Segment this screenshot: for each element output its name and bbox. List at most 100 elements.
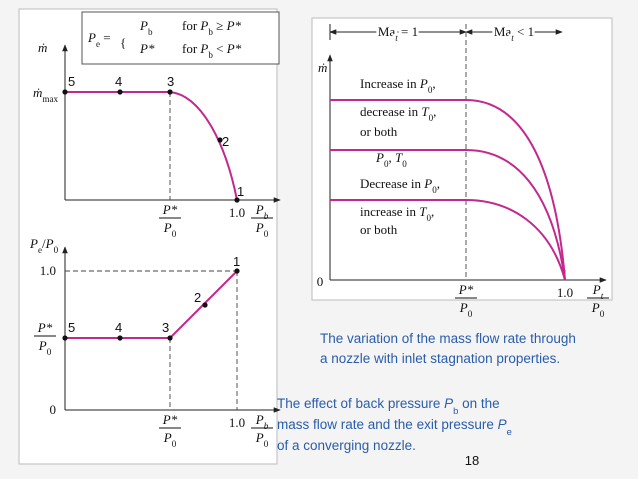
x-critical-label-denominator: P0 [163, 430, 177, 449]
text-segment: for [182, 18, 200, 33]
caption: The effect of back pressure Pb on the [277, 396, 500, 417]
text-segment: P [419, 76, 428, 91]
y-critical-label-numerator: P* [37, 320, 53, 335]
x-axis-label-denominator: P0 [255, 430, 269, 449]
text-segment: P [255, 430, 264, 445]
text-segment: 0 [47, 347, 52, 357]
state-point [217, 137, 223, 143]
curve-label: increase in T0, [360, 204, 434, 223]
text-segment: P [592, 282, 601, 297]
mass-flow-curve [65, 91, 238, 201]
text-segment: < [213, 41, 227, 56]
text-segment: 0 [54, 245, 59, 255]
point-label: 3 [162, 320, 169, 335]
text-segment: P [255, 220, 264, 235]
text-segment: P* [139, 41, 155, 56]
text-segment: increase in [360, 204, 419, 219]
text-segment: P [423, 176, 432, 191]
text-segment: decrease in [360, 104, 421, 119]
left-panel [18, 8, 278, 465]
point-label: 4 [115, 320, 122, 335]
text-segment: ṁ [33, 85, 42, 100]
text-segment: P [45, 236, 54, 251]
text-segment: 0 [172, 229, 177, 239]
text-segment: P* [458, 282, 474, 297]
text-segment: ≥ [213, 18, 227, 33]
curve-label: decrease in T0, [360, 104, 436, 123]
text-segment: / [42, 236, 46, 251]
y-zero-label: 0 [50, 402, 57, 417]
text-segment: 0 [426, 213, 431, 223]
text-segment: P [255, 412, 264, 427]
curve-label: Decrease in P0, [360, 176, 440, 195]
text-segment: The effect of back pressure [277, 396, 444, 411]
formula-box [81, 11, 280, 65]
text-segment: t [601, 291, 604, 301]
x-axis-label-numerator: Pt [592, 282, 604, 301]
state-point [117, 335, 123, 341]
text-segment: P* [37, 320, 53, 335]
curve-label: P0, T0 [375, 150, 407, 169]
text-segment: mass flow rate and the exit pressure [277, 417, 498, 432]
region-label: Mat < 1 [494, 24, 534, 43]
text-segment: P [199, 41, 208, 56]
state-point [234, 197, 240, 203]
text-segment: P [591, 300, 600, 315]
state-point [62, 89, 68, 95]
brace: { [120, 35, 126, 50]
state-point [202, 302, 208, 308]
text-segment: P [498, 417, 507, 432]
text-segment: on the [458, 396, 499, 411]
text-segment: P* [226, 41, 242, 56]
text-segment: = [100, 30, 111, 45]
caption: The variation of the mass flow rate thro… [320, 331, 576, 346]
caption: of a converging nozzle. [277, 438, 416, 453]
text-segment: b [453, 406, 458, 417]
text-segment: P [255, 202, 264, 217]
text-segment: T [419, 204, 427, 219]
x-critical-label-numerator: P* [162, 412, 178, 427]
caption: mass flow rate and the exit pressure Pe [277, 417, 512, 438]
point-label: 2 [222, 134, 229, 149]
point-label: 5 [68, 74, 75, 89]
text-segment: 0 [600, 309, 605, 319]
text-segment: for [182, 41, 200, 56]
point-label: 3 [167, 74, 174, 89]
flow-curve [330, 149, 566, 281]
text-segment: Decrease in [360, 176, 424, 191]
x-critical-label-numerator: P* [458, 282, 474, 297]
text-segment: , [433, 104, 436, 119]
point-label: 1 [233, 254, 240, 269]
text-segment: b [208, 27, 213, 37]
text-segment: , [431, 204, 434, 219]
text-segment: P* [162, 202, 178, 217]
x-critical-label-denominator: P0 [459, 300, 473, 319]
point-label: 2 [194, 290, 201, 305]
curve-label: or both [360, 222, 398, 237]
formula-lhs: Pe = [87, 30, 111, 49]
case-value: Pb [139, 18, 153, 37]
text-segment: Increase in [360, 76, 420, 91]
text-segment: = 1 [398, 24, 418, 39]
state-point [62, 335, 68, 341]
x-one-label: 1.0 [229, 415, 245, 430]
y-axis-label: ṁ [318, 60, 327, 75]
text-segment: 0 [264, 439, 269, 449]
x-axis-label-numerator: Pb [255, 202, 269, 221]
text-segment: t [511, 33, 514, 43]
case-condition: for Pb ≥ P* [182, 18, 242, 37]
case-condition: for Pb < P* [182, 41, 242, 60]
right-panel [311, 17, 613, 301]
text-segment: P [375, 150, 384, 165]
page-number: 18 [465, 453, 479, 468]
curve-label: or both [360, 124, 398, 139]
text-segment: e [507, 427, 512, 438]
text-segment: , [437, 176, 440, 191]
text-segment: P [87, 30, 96, 45]
text-segment: P [199, 18, 208, 33]
y-axis-label: ṁ [38, 40, 47, 55]
text-segment: P [163, 220, 172, 235]
text-segment: b [264, 211, 269, 221]
point-label: 1 [237, 184, 244, 199]
y-one-label: 1.0 [40, 263, 56, 278]
